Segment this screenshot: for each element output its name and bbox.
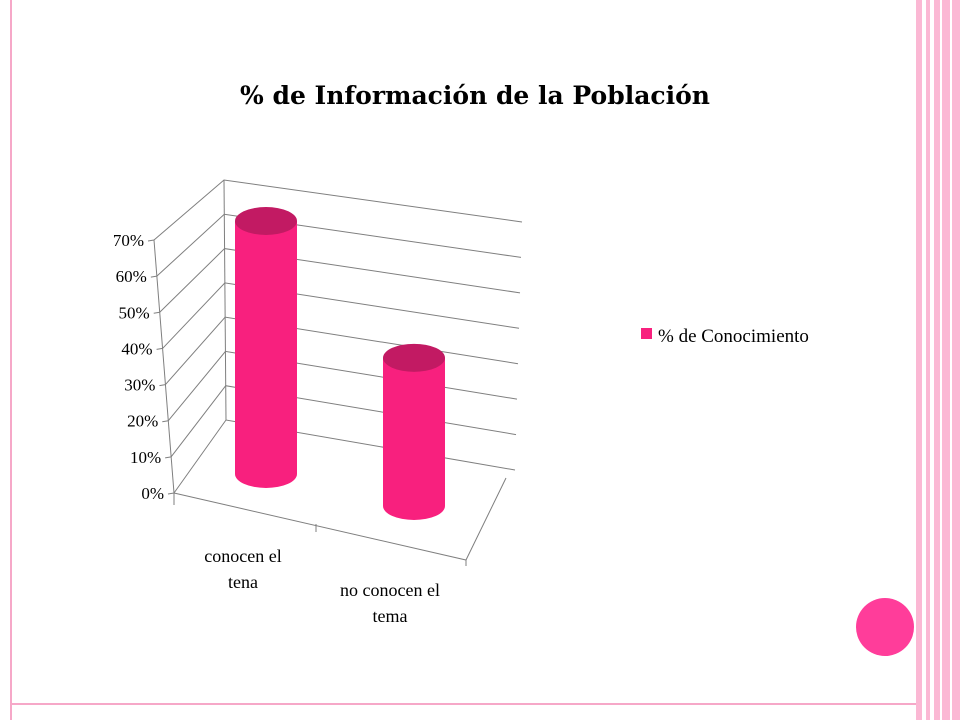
legend-swatch <box>641 328 652 339</box>
tick-mark <box>165 456 172 459</box>
right-stripe-2 <box>926 0 930 720</box>
gridline <box>165 316 519 385</box>
gridline <box>159 248 521 313</box>
x-category-label: no conocen el tema <box>340 580 440 626</box>
y-tick-label: 40% <box>121 339 152 358</box>
bar-cylinder <box>383 357 445 520</box>
y-tick-label: 70% <box>113 231 144 250</box>
right-stripe-gap <box>940 0 942 720</box>
right-stripe-3 <box>934 0 960 720</box>
x-axis-categories: conocen el tena no conocen el tema <box>204 546 440 626</box>
bar-cylinder-top <box>235 207 297 235</box>
y-axis-line <box>153 239 175 494</box>
right-stripe-1 <box>916 0 922 720</box>
bars <box>235 207 445 520</box>
slide-frame-left <box>10 0 12 720</box>
gridline <box>162 282 520 349</box>
y-tick-label: 10% <box>130 448 161 467</box>
y-tick-label: 20% <box>127 412 158 431</box>
y-axis-ticks: 0% 10% 20% 30% 40% 50% 60% 70% <box>113 231 164 503</box>
tick-mark <box>159 384 166 387</box>
y-tick-label: 60% <box>116 267 147 286</box>
decorative-dot-icon <box>856 598 914 656</box>
y-tick-label: 50% <box>119 303 150 322</box>
gridline <box>167 350 518 422</box>
y-tick-label: 30% <box>124 376 155 395</box>
gridline <box>170 385 517 458</box>
gridline <box>173 419 516 494</box>
slide-frame-bottom <box>10 703 916 705</box>
y-tick-label: 0% <box>141 484 164 503</box>
legend-label: % de Conocimiento <box>658 326 809 347</box>
bar-cylinder <box>235 221 297 488</box>
x-category-label: conocen el tena <box>204 546 281 592</box>
tick-mark <box>162 420 169 423</box>
tick-mark <box>150 275 157 278</box>
legend: % de Conocimiento <box>641 326 809 347</box>
tick-mark <box>147 239 155 242</box>
chart-walls <box>147 179 523 566</box>
tick-mark <box>153 311 160 314</box>
chart-title: % de Información de la Población <box>240 81 710 110</box>
tick-mark <box>167 492 175 495</box>
bar-cylinder-top <box>383 343 445 372</box>
right-stripe-gap-2 <box>950 0 952 720</box>
tick-mark <box>156 347 163 350</box>
back-wall-edge <box>223 179 227 421</box>
gridline <box>156 213 522 277</box>
